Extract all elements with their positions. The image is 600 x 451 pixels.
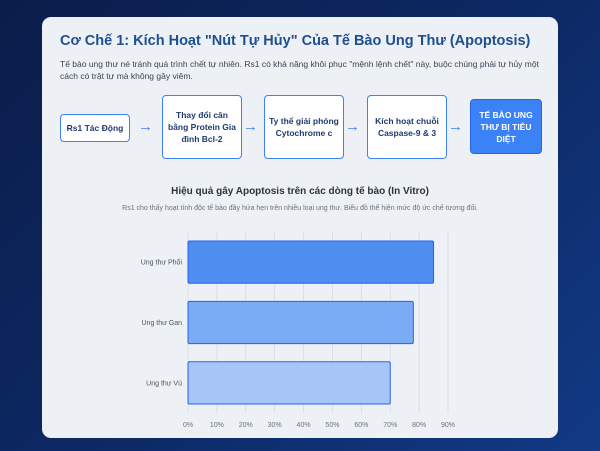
- y-category-label: Ung thư Phổi: [141, 259, 183, 267]
- x-tick-label: 50%: [325, 422, 339, 429]
- x-tick-label: 0%: [183, 422, 193, 429]
- intro-text: Tế bào ung thư né tránh quá trình chết t…: [60, 59, 539, 81]
- chart-subtitle: Rs1 cho thấy hoạt tính độc tế bào đầy hứ…: [122, 205, 478, 212]
- arrow-right-icon: →: [138, 118, 153, 135]
- flow-step-cytochrome: Ty thể giải phóng Cytochrome c: [264, 95, 344, 159]
- flow-step-bcl2: Thay đổi cân bằng Protein Gia đình Bcl-2: [162, 95, 242, 159]
- x-tick-label: 30%: [268, 422, 282, 429]
- x-tick-label: 10%: [210, 422, 224, 429]
- bar-3: [187, 361, 391, 405]
- page-title: Cơ Chế 1: Kích Hoạt "Nút Tự Hủy" Của Tế …: [60, 33, 531, 49]
- flow-step-result: TẾ BÀO UNG THƯ BỊ TIÊU DIỆT: [470, 99, 542, 154]
- chart-title: Hiệu quả gây Apoptosis trên các dòng tế …: [171, 186, 429, 197]
- flow-step-caspase: Kích hoạt chuỗi Caspase-9 & 3: [367, 95, 447, 159]
- apoptosis-bar-chart: 0% 10% 20% 30% 40% 50% 60% 70% 80% 90% Ung thư Phổ…: [141, 232, 455, 429]
- x-tick-label: 40%: [297, 422, 311, 429]
- arrow-right-icon: →: [243, 118, 258, 135]
- arrow-right-icon: →: [448, 118, 463, 135]
- arrow-right-icon: →: [345, 118, 360, 135]
- x-tick-label: 70%: [383, 422, 397, 429]
- y-category-label: Ung thư Gan: [142, 320, 183, 327]
- y-category-label: Ung thư Vú: [146, 380, 182, 387]
- x-tick-label: 80%: [412, 422, 426, 429]
- x-tick-label: 90%: [441, 422, 455, 429]
- x-tick-label: 60%: [354, 422, 368, 429]
- x-tick-label: 20%: [239, 422, 253, 429]
- content-card: Cơ Chế 1: Kích Hoạt "Nút Tự Hủy" Của Tế …: [42, 17, 558, 438]
- flow-step-rs1: Rs1 Tác Động: [60, 114, 130, 142]
- bar-2: [187, 300, 414, 345]
- bar-1: [187, 240, 435, 284]
